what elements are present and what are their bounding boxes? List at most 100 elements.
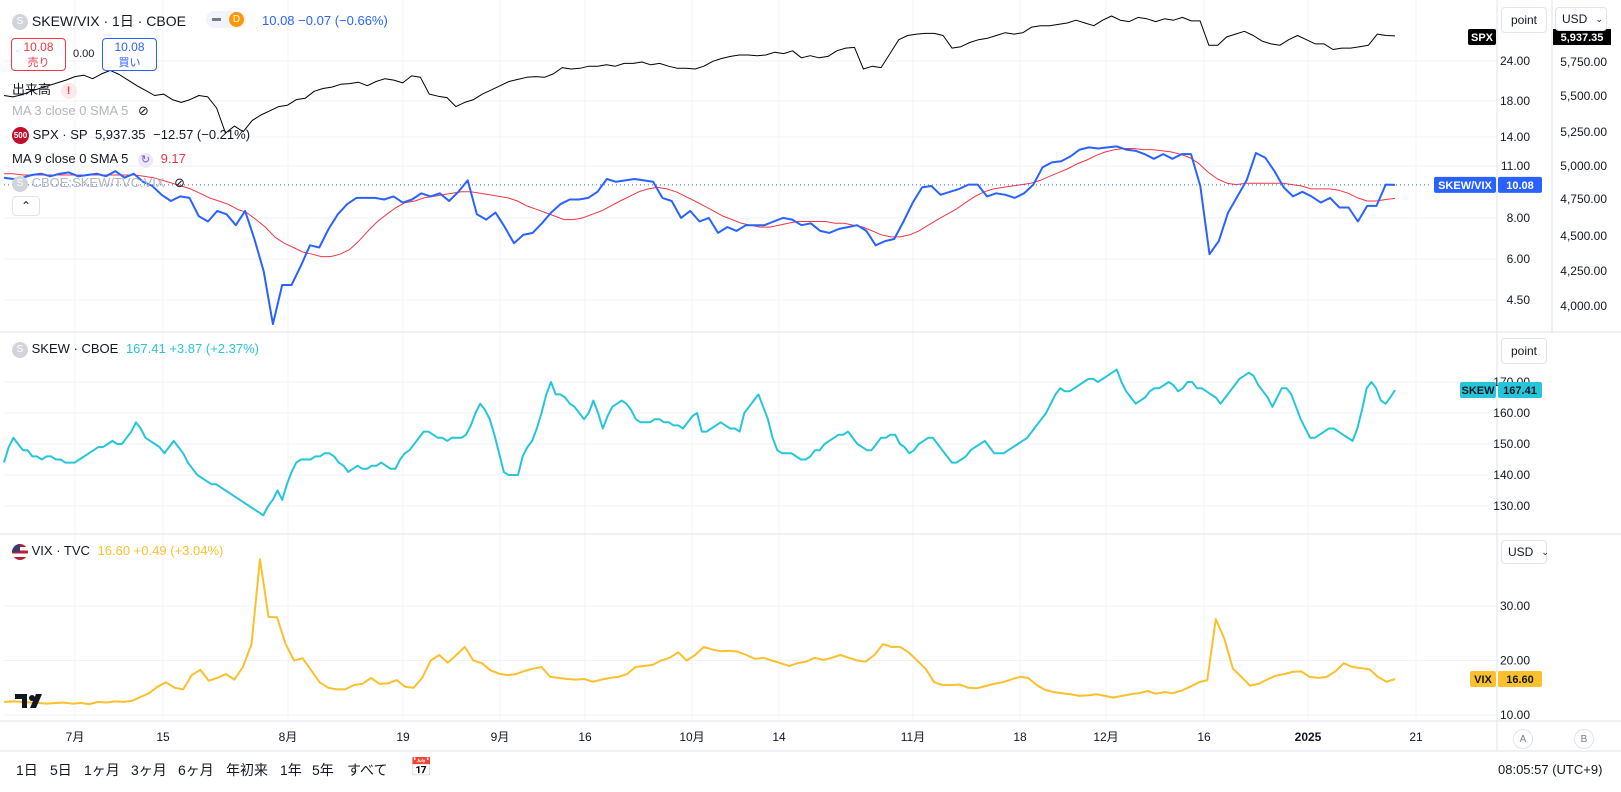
legend-ma2-label: MA 9 close 0 SMA 5 (12, 151, 129, 166)
x-tick-label: 15 (156, 730, 170, 744)
header-quote: 10.08 −0.07 (−0.66%) (262, 13, 388, 28)
timeframe-button[interactable]: 年初来 (226, 762, 268, 778)
x-tick-label: 2025 (1295, 730, 1322, 744)
buy-button[interactable]: 10.08 買い (102, 38, 157, 71)
legend-vix-value: 16.60 (97, 543, 131, 558)
right-axis-tick: 5,250.00 (1560, 125, 1607, 139)
spx-tag: SPX (1471, 32, 1494, 44)
left-axis-tick: 11.00 (1501, 159, 1530, 173)
spx-icon: 500 (12, 127, 29, 145)
clock[interactable]: 08:05:57 (UTC+9) (1498, 762, 1603, 777)
ratio-tag-bg (1434, 176, 1496, 193)
spx-value-tag: 5,937.35 (1561, 32, 1604, 44)
vix-value-tag: 16.60 (1506, 674, 1534, 686)
right-axis-tick: 4,750.00 (1560, 192, 1607, 206)
timeframe-button[interactable]: 5日 (50, 762, 72, 778)
left-axis-tick: 4.50 (1507, 293, 1531, 307)
legend-ma2-value: 9.17 (160, 151, 186, 166)
skew-tag-bg (1460, 382, 1496, 399)
buy-label: 買い (118, 56, 141, 69)
timeframe-button[interactable]: すべて (347, 762, 388, 778)
symbol-name: SKEW/VIX (31, 13, 100, 29)
sell-button[interactable]: 10.08 売り (11, 38, 66, 71)
legend-vix[interactable]: VIX · TVC 16.60 +0.49 (+3.04%) (12, 543, 223, 560)
currency-select[interactable]: USD ⌄ (1555, 7, 1607, 31)
skew-symbol-icon: S (12, 341, 28, 358)
skew-value-tag: 167.41 (1503, 385, 1537, 397)
legend-ma1-label: MA 3 close 0 SMA 5 (12, 103, 129, 118)
x-tick-label: 16 (1197, 730, 1211, 744)
chevron-down-icon: ⌄ (1595, 13, 1603, 24)
b-scale-button[interactable]: B (1574, 729, 1594, 749)
legend-spx-pct: (−0.21%) (196, 127, 251, 142)
legend-skew[interactable]: S SKEW · CBOE 167.41 +3.87 (+2.37%) (12, 341, 259, 358)
point-scale-button-2[interactable]: point (1501, 338, 1547, 364)
timeframe-button[interactable]: 6ヶ月 (178, 762, 214, 778)
legend-skew-change: +3.87 (169, 341, 203, 356)
x-tick-label: 11月 (901, 730, 925, 744)
legend-vix-label: VIX · TVC (31, 543, 90, 558)
ratio-symbol-icon: S (12, 175, 28, 192)
us-flag-icon (12, 543, 28, 560)
legend-ratio[interactable]: S CBOE:SKEW/TVC:VIX ⊘ (12, 175, 185, 192)
collapse-legend-button[interactable]: ⌃ (12, 196, 40, 216)
left-axis-tick: 8.00 (1507, 211, 1531, 225)
legend-ma1[interactable]: MA 3 close 0 SMA 5 ⊘ (12, 103, 149, 119)
legend-volume-label: 出来高 (12, 82, 52, 97)
timeframe-button[interactable]: 5年 (312, 762, 334, 778)
sync-icon[interactable]: ↻ (137, 153, 153, 168)
legend-skew-value: 167.41 (125, 341, 166, 356)
right-axis-tick: 5,500.00 (1560, 89, 1607, 103)
timeframe-button[interactable]: 1年 (280, 762, 302, 778)
market-status[interactable]: D (206, 11, 246, 29)
skew-axis-tick: 130.00 (1493, 499, 1530, 513)
eye-hidden-icon[interactable]: ⊘ (137, 103, 149, 118)
x-tick-label: 7月 (66, 730, 85, 744)
buy-price: 10.08 (114, 39, 145, 54)
vix-axis-tick: 10.00 (1500, 708, 1530, 722)
symbol-exchange: CBOE (146, 13, 186, 29)
tv-logo-dot (29, 695, 35, 701)
ratio-tag: SKEW/VIX (1438, 180, 1492, 192)
tradingview-logo (15, 694, 42, 708)
timeframe-button[interactable]: 3ヶ月 (131, 762, 167, 778)
header-change: −0.07 (298, 13, 332, 28)
sell-price: 10.08 (23, 39, 54, 54)
skew-value-tag-bg (1498, 382, 1542, 399)
skew-axis-tick: 160.00 (1493, 406, 1530, 420)
timeframe-button[interactable]: 1日 (16, 762, 38, 778)
currency-label-2: USD (1508, 545, 1534, 559)
legend-spx-value: 5,937.35 (94, 127, 146, 142)
auto-scale-button[interactable]: A (1513, 729, 1533, 749)
left-axis-tick: 24.00 (1500, 54, 1530, 68)
eye-hidden-icon-2[interactable]: ⊘ (174, 175, 186, 190)
symbol-icon: S (12, 14, 28, 31)
header-last: 10.08 (262, 13, 295, 28)
right-axis-tick: 5,750.00 (1560, 55, 1607, 69)
timeframe-button[interactable]: 1ヶ月 (84, 762, 120, 778)
ma-line (4, 148, 1396, 258)
point-scale-button[interactable]: point (1501, 7, 1547, 33)
d-badge: D (229, 12, 244, 28)
symbol-header[interactable]: S SKEW/VIX · 1日 · CBOE (12, 11, 186, 31)
left-axis-tick: 18.00 (1500, 94, 1530, 108)
date-range-icon[interactable]: 📅 (410, 757, 433, 777)
x-tick-label: 12月 (1093, 730, 1118, 744)
vix-axis-tick: 30.00 (1500, 599, 1530, 613)
symbol-interval: 1日 (112, 13, 134, 29)
tv-logo-part (15, 694, 27, 708)
tv-logo-part-2 (30, 694, 42, 708)
vix-tag-bg (1470, 671, 1496, 688)
spread-value: 0.00 (73, 48, 95, 60)
currency-select-2[interactable]: USD ⌄ (1501, 540, 1549, 564)
ratio-value-tag: 10.08 (1506, 180, 1534, 192)
legend-ma2[interactable]: MA 9 close 0 SMA 5 ↻ 9.17 (12, 151, 186, 168)
legend-spx[interactable]: 500 SPX · SP 5,937.35 −12.57 (−0.21%) (12, 127, 251, 145)
warning-icon[interactable]: ! (60, 83, 77, 99)
legend-ratio-label: CBOE:SKEW/TVC:VIX (31, 175, 165, 190)
legend-spx-change: −12.57 (153, 127, 194, 142)
sell-label: 売り (27, 56, 50, 69)
legend-volume[interactable]: 出来高 ! (12, 79, 77, 99)
x-tick-label: 14 (772, 730, 786, 744)
